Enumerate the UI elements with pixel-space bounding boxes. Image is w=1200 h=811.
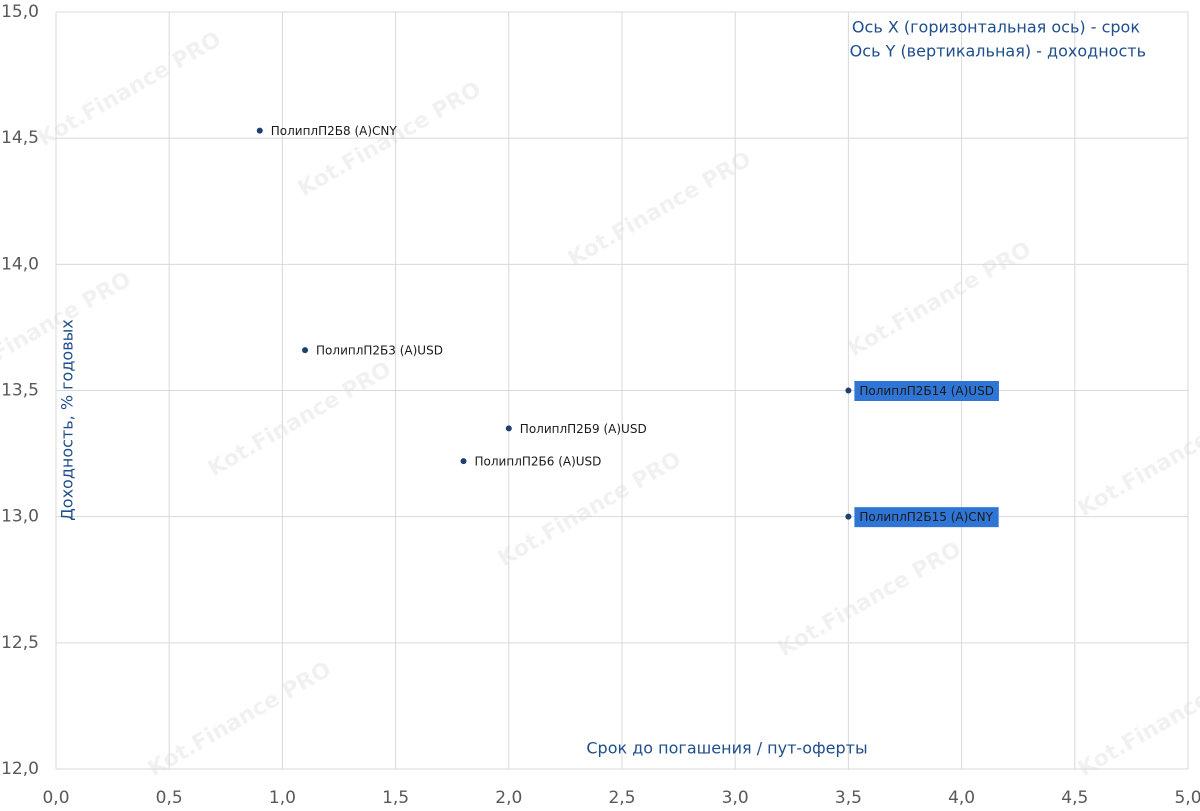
annotation: Ось Y (вертикальная) - доходность <box>850 42 1146 61</box>
x-axis-title: Срок до погашения / пут-оферты <box>586 739 867 758</box>
watermark: Kot.Finance PRO <box>1074 657 1200 782</box>
data-label: ПолиплП2Б8 (A)CNY <box>271 124 398 138</box>
label-box <box>854 381 999 401</box>
watermark: Kot.Finance PRO <box>34 27 226 152</box>
point <box>505 425 512 432</box>
x-tick-label: 3,5 <box>835 788 862 808</box>
y-tick-label: 14,0 <box>1 254 39 274</box>
data-label: ПолиплП2Б15 (A)CNY <box>859 510 993 524</box>
point <box>256 127 263 134</box>
y-axis-title: Доходность, % годовых <box>58 319 77 520</box>
x-tick-label: 1,0 <box>269 788 296 808</box>
x-tick-label: 2,0 <box>495 788 522 808</box>
x-tick-label: 1,5 <box>382 788 409 808</box>
data-label: ПолиплП2Б3 (A)USD <box>316 344 443 358</box>
watermark: Kot.Finance PRO <box>844 237 1036 362</box>
x-tick-label: 3,0 <box>722 788 749 808</box>
data-label: ПолиплП2Б6 (A)USD <box>475 455 602 469</box>
y-tick-label: 15,0 <box>1 2 39 22</box>
x-tick-label: 0,0 <box>42 788 69 808</box>
point <box>302 347 309 354</box>
y-tick-label: 12,0 <box>1 759 39 779</box>
annotation: Ось X (горизонтальная ось) - срок <box>852 18 1140 37</box>
watermark: Kot.Finance PRO <box>144 657 336 782</box>
x-tick-label: 4,5 <box>1061 788 1088 808</box>
watermark: Kot.Finance PRO <box>564 147 756 272</box>
point <box>845 387 852 394</box>
y-tick-label: 12,5 <box>1 633 39 653</box>
x-tick-label: 5,0 <box>1174 788 1200 808</box>
data-label: ПолиплП2Б9 (A)USD <box>520 422 647 436</box>
point <box>460 458 467 465</box>
point <box>845 513 852 520</box>
watermark: Kot.Finance PRO <box>204 357 396 482</box>
x-tick-label: 0,5 <box>156 788 183 808</box>
data-label: ПолиплП2Б14 (A)USD <box>859 384 994 398</box>
watermark: Kot.Finance PRO <box>1074 397 1200 522</box>
watermark: Kot.Finance PRO <box>294 77 486 202</box>
watermarks: Kot.Finance PRO Kot.Finance PRO Kot.Financ… <box>0 27 1200 782</box>
grid <box>55 11 1189 770</box>
label-box <box>854 507 999 528</box>
y-tick-label: 14,5 <box>1 128 39 148</box>
y-tick-label: 13,5 <box>1 381 39 401</box>
x-tick-label: 2,5 <box>608 788 635 808</box>
x-tick-label: 4,0 <box>948 788 975 808</box>
y-tick-label: 13,0 <box>1 507 39 527</box>
